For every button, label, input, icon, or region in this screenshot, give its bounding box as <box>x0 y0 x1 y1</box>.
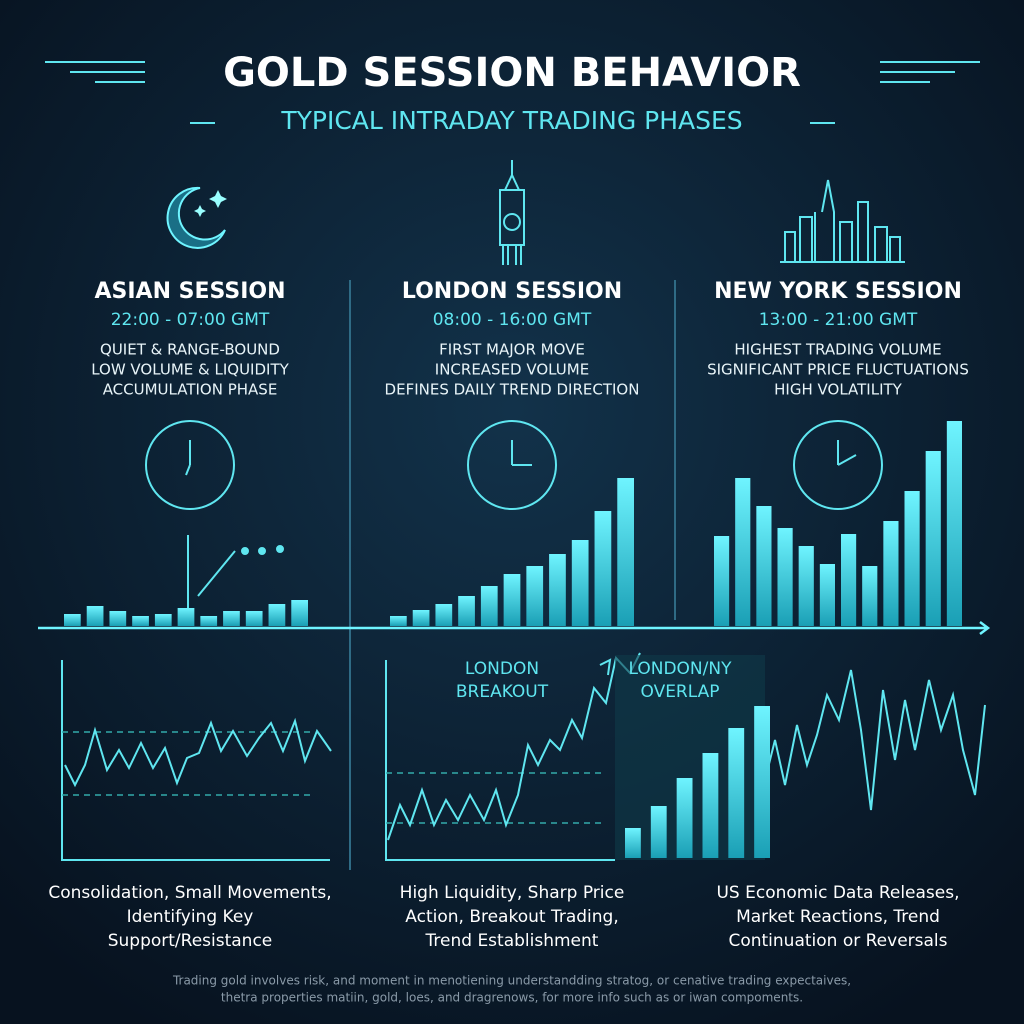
dividers <box>349 280 676 870</box>
session-note: HIGHEST TRADING VOLUME <box>734 341 941 359</box>
session-note: LOW VOLUME & LIQUIDITY <box>91 361 289 379</box>
volume-bar <box>594 511 612 626</box>
session-summary: Action, Breakout Trading, <box>405 907 618 927</box>
session-name: ASIAN SESSION <box>94 279 285 304</box>
volume-bar <box>756 506 772 626</box>
volume-bar <box>526 566 544 626</box>
volume-bar <box>904 491 920 626</box>
session-note: FIRST MAJOR MOVE <box>439 341 585 359</box>
volume-bar <box>819 564 835 626</box>
volume-bar <box>925 451 941 626</box>
volume-bar <box>571 540 589 626</box>
overlap-bar <box>650 806 667 858</box>
volume-bar <box>177 608 195 626</box>
volume-bar <box>132 616 149 626</box>
volume-bar <box>200 616 218 626</box>
volume-bar <box>777 528 793 626</box>
volume-bar <box>64 614 81 626</box>
session-name: LONDON SESSION <box>402 279 622 304</box>
volume-bar <box>458 596 475 626</box>
volume-bar <box>245 611 263 626</box>
volume-bar <box>291 600 308 626</box>
volume-bar <box>435 604 453 626</box>
volume-bar <box>268 604 286 626</box>
volume-bar <box>883 521 899 626</box>
session-note: ACCUMULATION PHASE <box>103 381 278 399</box>
session-summary: High Liquidity, Sharp Price <box>400 883 625 903</box>
session-summary: US Economic Data Releases, <box>716 883 959 903</box>
chart-label: LONDON <box>465 659 539 679</box>
volume-bar <box>862 566 878 626</box>
session-note: SIGNIFICANT PRICE FLUCTUATIONS <box>707 361 969 379</box>
session-note: DEFINES DAILY TREND DIRECTION <box>385 381 640 399</box>
volume-bar <box>798 546 814 626</box>
volume-bar <box>946 421 962 626</box>
title-lines <box>45 61 980 124</box>
volume-bar <box>154 614 172 626</box>
session-summary: Trend Establishment <box>425 931 599 951</box>
icons <box>166 160 905 265</box>
session-note: HIGH VOLATILITY <box>774 381 903 399</box>
volume-bar <box>480 586 498 626</box>
volume-bar <box>617 478 634 626</box>
overlap-bar <box>676 778 693 858</box>
session-summary: Identifying Key <box>127 907 254 927</box>
chart-label: LONDON/NY <box>629 659 733 679</box>
overlap-bar <box>754 706 770 858</box>
title: GOLD SESSION BEHAVIOR <box>223 50 801 96</box>
subtitle: TYPICAL INTRADAY TRADING PHASES <box>280 106 742 135</box>
session-note: INCREASED VOLUME <box>435 361 589 379</box>
volume-bar <box>412 610 430 626</box>
overlap-bar <box>702 753 719 858</box>
volume-bar <box>86 606 104 626</box>
chart-label: BREAKOUT <box>456 682 549 702</box>
volume-bar <box>714 536 730 626</box>
session-summary: Market Reactions, Trend <box>736 907 940 927</box>
session-hours: 13:00 - 21:00 GMT <box>759 310 918 330</box>
volume-bar <box>841 534 857 626</box>
volume-bar <box>390 616 407 626</box>
session-hours: 22:00 - 07:00 GMT <box>111 310 270 330</box>
overlap-bar <box>728 728 745 858</box>
session-summary: Continuation or Reversals <box>728 931 947 951</box>
disclaimer: thetra properties matiin, gold, loes, an… <box>221 991 803 1005</box>
volume-bar <box>735 478 751 626</box>
session-name: NEW YORK SESSION <box>714 279 962 304</box>
session-summary: Consolidation, Small Movements, <box>48 883 331 903</box>
session-hours: 08:00 - 16:00 GMT <box>433 310 592 330</box>
volume-bar <box>503 574 521 626</box>
session-note: QUIET & RANGE-BOUND <box>100 341 280 359</box>
session-summary: Support/Resistance <box>108 931 273 951</box>
axis <box>38 621 991 635</box>
chart-label: OVERLAP <box>640 682 719 702</box>
clocks <box>145 420 883 510</box>
volume-bar <box>549 554 566 626</box>
disclaimer: Trading gold involves risk, and moment i… <box>172 974 851 988</box>
volume-bar <box>109 611 127 626</box>
overlap-bar <box>625 828 641 858</box>
volume-bar <box>223 611 240 626</box>
